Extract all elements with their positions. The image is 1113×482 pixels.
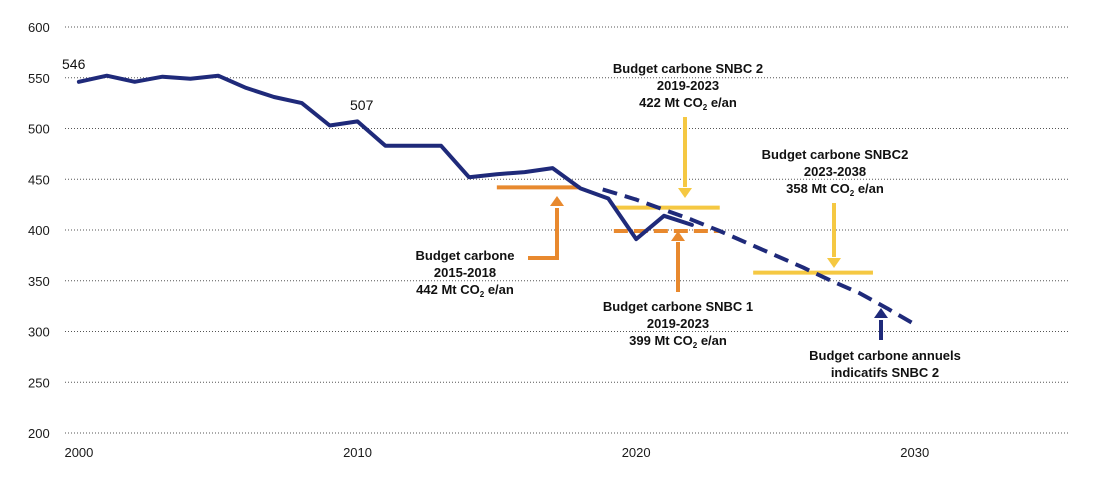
- series-emissions-line: [76, 73, 694, 242]
- arrow-head-snbc1: [671, 231, 685, 241]
- svg-text:Budget carbone SNBC2: Budget carbone SNBC2: [762, 147, 909, 162]
- x-tick-2020: 2020: [622, 445, 651, 460]
- arrow-head-budget-2015-2018: [550, 196, 564, 206]
- x-tick-2030: 2030: [900, 445, 929, 460]
- svg-text:indicatifs SNBC 2: indicatifs SNBC 2: [831, 365, 939, 380]
- series-snbc2-indicative-line: [602, 187, 916, 327]
- x-tick-2000: 2000: [64, 445, 93, 460]
- y-tick-450: 450: [28, 172, 50, 187]
- svg-text:399 Mt CO2 e/an: 399 Mt CO2 e/an: [629, 333, 727, 350]
- svg-text:Budget carbone SNBC 2: Budget carbone SNBC 2: [613, 61, 763, 76]
- svg-text:2015-2018: 2015-2018: [434, 265, 496, 280]
- point-label-2000: 546: [62, 56, 86, 72]
- arrow-budget-2015-2018: [528, 208, 559, 260]
- svg-text:Budget carbone annuels: Budget carbone annuels: [809, 348, 961, 363]
- y-tick-200: 200: [28, 426, 50, 441]
- annotation-budget-2015-2018: Budget carbone 2015-2018 442 Mt CO2 e/an: [416, 248, 515, 299]
- y-tick-350: 350: [28, 274, 50, 289]
- svg-text:Budget carbone: Budget carbone: [416, 248, 515, 263]
- point-label-2010: 507: [350, 97, 374, 113]
- annotation-arrows: [528, 117, 888, 340]
- svg-text:2019-2023: 2019-2023: [657, 78, 719, 93]
- arrow-head-indicative: [874, 308, 888, 318]
- annotation-budget-snbc2-2023-2038: Budget carbone SNBC2 2023-2038 358 Mt CO…: [762, 147, 909, 198]
- annotation-budget-snbc1: Budget carbone SNBC 1 2019-2023 399 Mt C…: [603, 299, 753, 350]
- svg-text:2019-2023: 2019-2023: [647, 316, 709, 331]
- arrow-head-snbc2-2019: [678, 188, 692, 198]
- annotation-budget-snbc2-2019-2023: Budget carbone SNBC 2 2019-2023 422 Mt C…: [613, 61, 763, 112]
- y-tick-250: 250: [28, 375, 50, 390]
- svg-text:Budget carbone SNBC 1: Budget carbone SNBC 1: [603, 299, 753, 314]
- axis-tick-labels: 200 250 300 350 400 450 500 550 600 2000 2010 2020 2…: [28, 20, 929, 460]
- svg-text:358 Mt CO2 e/an: 358 Mt CO2 e/an: [786, 181, 884, 198]
- y-tick-300: 300: [28, 325, 50, 340]
- y-tick-550: 550: [28, 71, 50, 86]
- budget-bars: [496, 185, 873, 275]
- x-tick-2010: 2010: [343, 445, 372, 460]
- y-tick-400: 400: [28, 223, 50, 238]
- svg-text:442 Mt CO2 e/an: 442 Mt CO2 e/an: [416, 282, 514, 299]
- svg-text:2023-2038: 2023-2038: [804, 164, 866, 179]
- svg-text:422 Mt CO2 e/an: 422 Mt CO2 e/an: [639, 95, 737, 112]
- y-tick-600: 600: [28, 20, 50, 35]
- annotation-indicative-snbc2: Budget carbone annuels indicatifs SNBC 2: [809, 348, 961, 380]
- emission-series: [76, 73, 916, 327]
- y-tick-500: 500: [28, 122, 50, 137]
- arrow-head-snbc2-2023: [827, 258, 841, 268]
